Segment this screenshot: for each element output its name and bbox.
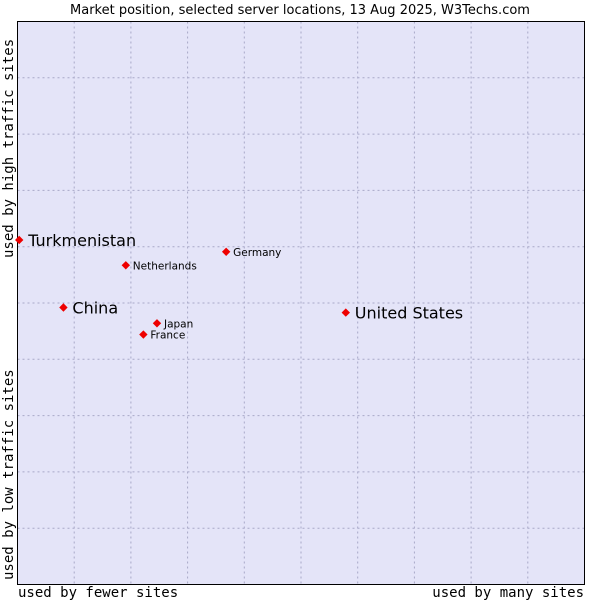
point-china: China <box>59 299 118 318</box>
point-germany: Germany <box>221 247 281 259</box>
point-label: Japan <box>163 318 193 330</box>
plot-border <box>17 21 585 585</box>
point-label: Germany <box>233 247 281 259</box>
point-marker <box>121 261 130 270</box>
point-marker <box>152 319 162 328</box>
y-axis-label-low: used by low traffic sites <box>1 369 17 580</box>
point-marker <box>15 235 24 245</box>
data-points: Turkmenistan Germany Netherlands China Unite… <box>15 231 463 342</box>
point-label: Netherlands <box>133 260 197 272</box>
point-marker <box>341 308 350 317</box>
y-axis-label-high: used by high traffic sites <box>1 39 17 258</box>
grid-lines <box>17 21 585 585</box>
x-axis-label-low: used by fewer sites <box>18 585 178 600</box>
point-label: United States <box>355 304 463 323</box>
point-japan: Japan <box>152 318 193 330</box>
point-marker <box>139 330 148 339</box>
point-turkmenistan: Turkmenistan <box>15 231 136 250</box>
point-label: France <box>150 330 185 342</box>
chart-title: Market position, selected server locatio… <box>70 3 530 18</box>
point-united-states: United States <box>341 304 463 323</box>
x-axis-label-high: used by many sites <box>432 585 584 600</box>
point-netherlands: Netherlands <box>121 260 197 272</box>
point-label: China <box>72 299 118 318</box>
point-marker <box>59 303 68 312</box>
point-label: Turkmenistan <box>27 231 136 250</box>
point-marker <box>221 247 231 256</box>
point-france: France <box>139 330 185 342</box>
